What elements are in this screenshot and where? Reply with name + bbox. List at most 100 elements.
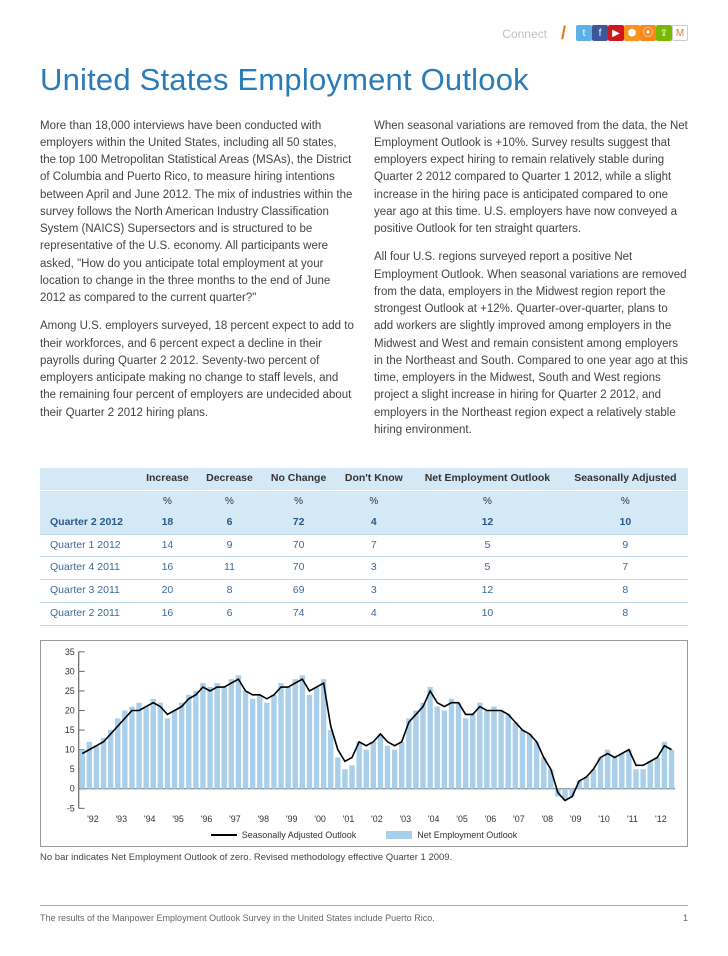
row-value: 5 xyxy=(412,534,563,557)
table-row: Quarter 1 201214970759 xyxy=(40,534,688,557)
svg-text:'12: '12 xyxy=(655,814,667,824)
rss-icon[interactable]: ⦿ xyxy=(640,25,656,41)
svg-text:20: 20 xyxy=(65,705,75,715)
svg-text:'08: '08 xyxy=(541,814,553,824)
footer: The results of the Manpower Employment O… xyxy=(40,905,688,926)
table-body: Quarter 2 20121867241210Quarter 1 201214… xyxy=(40,512,688,625)
row-value: 8 xyxy=(197,580,261,603)
svg-text:'92: '92 xyxy=(87,814,99,824)
row-value: 3 xyxy=(336,580,413,603)
row-value: 11 xyxy=(197,557,261,580)
right-column: When seasonal variations are removed fro… xyxy=(374,118,688,451)
row-value: 8 xyxy=(563,580,688,603)
facebook-icon[interactable]: f xyxy=(592,25,608,41)
row-value: 9 xyxy=(563,534,688,557)
row-value: 10 xyxy=(563,512,688,534)
manpower-icon[interactable]: M xyxy=(672,25,688,41)
row-value: 5 xyxy=(412,557,563,580)
table-row: Quarter 2 20121867241210 xyxy=(40,512,688,534)
row-value: 7 xyxy=(336,534,413,557)
row-value: 8 xyxy=(563,602,688,625)
row-value: 9 xyxy=(197,534,261,557)
svg-text:'97: '97 xyxy=(229,814,241,824)
svg-text:-5: -5 xyxy=(67,803,75,813)
svg-text:'99: '99 xyxy=(286,814,298,824)
row-value: 6 xyxy=(197,512,261,534)
svg-text:'00: '00 xyxy=(314,814,326,824)
table-header-row: IncreaseDecreaseNo ChangeDon't KnowNet E… xyxy=(40,468,688,490)
row-value: 14 xyxy=(137,534,197,557)
table-unit-cell: % xyxy=(412,490,563,512)
table-unit-cell: % xyxy=(336,490,413,512)
svg-text:'01: '01 xyxy=(343,814,355,824)
svg-text:'02: '02 xyxy=(371,814,383,824)
svg-text:'05: '05 xyxy=(456,814,468,824)
svg-text:'06: '06 xyxy=(485,814,497,824)
share-icon[interactable]: ⇪ xyxy=(656,25,672,41)
row-value: 74 xyxy=(262,602,336,625)
row-value: 70 xyxy=(262,557,336,580)
slash-divider: / xyxy=(561,20,566,47)
svg-text:'09: '09 xyxy=(570,814,582,824)
svg-text:'07: '07 xyxy=(513,814,525,824)
row-value: 12 xyxy=(412,580,563,603)
svg-text:25: 25 xyxy=(65,685,75,695)
slideshare-icon[interactable]: ⬢ xyxy=(624,25,640,41)
row-value: 20 xyxy=(137,580,197,603)
table-unit-cell: % xyxy=(262,490,336,512)
table-header-cell: No Change xyxy=(262,468,336,490)
row-value: 10 xyxy=(412,602,563,625)
table-header-cell: Seasonally Adjusted xyxy=(563,468,688,490)
legend-line-label: Seasonally Adjusted Outlook xyxy=(242,829,357,843)
row-value: 4 xyxy=(336,512,413,534)
table-header-cell: Net Employment Outlook xyxy=(412,468,563,490)
body-columns: More than 18,000 interviews have been co… xyxy=(40,118,688,451)
chart-container: -505101520253035'92'93'94'95'96'97'98'99… xyxy=(40,640,688,848)
row-value: 70 xyxy=(262,534,336,557)
svg-text:'98: '98 xyxy=(257,814,269,824)
svg-text:10: 10 xyxy=(65,744,75,754)
body-paragraph: Among U.S. employers surveyed, 18 percen… xyxy=(40,318,354,422)
legend-line: Seasonally Adjusted Outlook xyxy=(211,829,357,843)
table-unit-cell: % xyxy=(563,490,688,512)
svg-text:0: 0 xyxy=(70,783,75,793)
body-paragraph: All four U.S. regions surveyed report a … xyxy=(374,249,688,439)
table-unit-row: %%%%%% xyxy=(40,490,688,512)
svg-text:'94: '94 xyxy=(144,814,156,824)
row-label: Quarter 3 2011 xyxy=(40,580,137,603)
employment-chart: -505101520253035'92'93'94'95'96'97'98'99… xyxy=(47,647,681,827)
row-value: 4 xyxy=(336,602,413,625)
legend-bar-swatch xyxy=(386,831,412,839)
left-column: More than 18,000 interviews have been co… xyxy=(40,118,354,451)
svg-text:'95: '95 xyxy=(172,814,184,824)
legend-line-swatch xyxy=(211,834,237,836)
connect-label: Connect xyxy=(502,25,547,43)
chart-legend: Seasonally Adjusted Outlook Net Employme… xyxy=(47,829,681,843)
page-number: 1 xyxy=(683,912,688,926)
table-header-cell: Increase xyxy=(137,468,197,490)
page-title: United States Employment Outlook xyxy=(40,57,688,104)
body-paragraph: More than 18,000 interviews have been co… xyxy=(40,118,354,308)
header-bar: Connect / tf▶⬢⦿⇪M xyxy=(40,20,688,47)
row-value: 18 xyxy=(137,512,197,534)
row-value: 6 xyxy=(197,602,261,625)
twitter-icon[interactable]: t xyxy=(576,25,592,41)
table-row: Quarter 2 2011166744108 xyxy=(40,602,688,625)
table-header-cell: Don't Know xyxy=(336,468,413,490)
table-header-cell xyxy=(40,468,137,490)
svg-text:'96: '96 xyxy=(201,814,213,824)
table-unit-cell: % xyxy=(137,490,197,512)
svg-text:'10: '10 xyxy=(598,814,610,824)
chart-footnote: No bar indicates Net Employment Outlook … xyxy=(40,851,688,865)
row-value: 69 xyxy=(262,580,336,603)
youtube-icon[interactable]: ▶ xyxy=(608,25,624,41)
legend-bar-label: Net Employment Outlook xyxy=(417,829,517,843)
svg-text:15: 15 xyxy=(65,725,75,735)
svg-text:'04: '04 xyxy=(428,814,440,824)
legend-bar: Net Employment Outlook xyxy=(386,829,517,843)
row-label: Quarter 4 2011 xyxy=(40,557,137,580)
svg-text:5: 5 xyxy=(70,764,75,774)
row-value: 16 xyxy=(137,557,197,580)
row-label: Quarter 1 2012 xyxy=(40,534,137,557)
table-header-cell: Decrease xyxy=(197,468,261,490)
